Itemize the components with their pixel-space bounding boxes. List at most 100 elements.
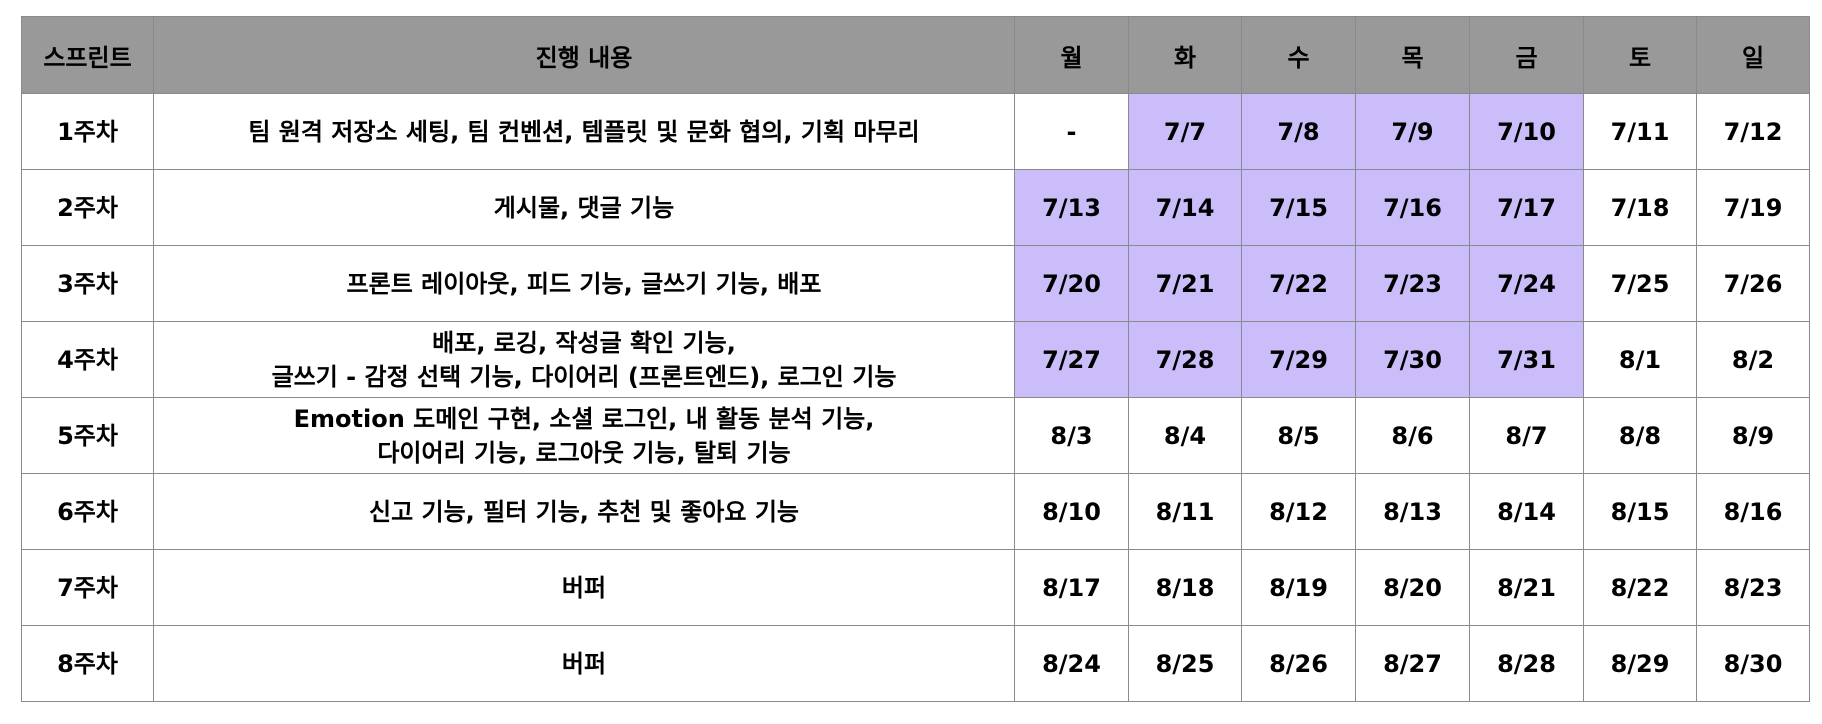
date-cell: 7/15 bbox=[1241, 169, 1356, 246]
date-cell: 7/17 bbox=[1469, 169, 1584, 246]
sprint-cell: 5주차 bbox=[21, 397, 154, 474]
header-sprint: 스프린트 bbox=[21, 16, 154, 94]
date-cell: 8/28 bbox=[1469, 625, 1584, 702]
content-line: 게시물, 댓글 기능 bbox=[493, 193, 675, 222]
date-cell: 8/13 bbox=[1355, 473, 1470, 550]
date-cell: 7/12 bbox=[1696, 93, 1810, 170]
table-row: 7주차 버퍼 8/17 8/18 8/19 8/20 8/21 8/22 8/2… bbox=[21, 549, 1810, 626]
date-cell: 7/25 bbox=[1583, 245, 1697, 322]
date-cell: 8/14 bbox=[1469, 473, 1584, 550]
header-thu: 목 bbox=[1355, 16, 1470, 94]
date-cell: 8/16 bbox=[1696, 473, 1810, 550]
date-cell: 7/19 bbox=[1696, 169, 1810, 246]
header-sun: 일 bbox=[1696, 16, 1810, 94]
header-tue: 화 bbox=[1128, 16, 1242, 94]
date-cell: 7/24 bbox=[1469, 245, 1584, 322]
date-cell: 8/19 bbox=[1241, 549, 1356, 626]
date-cell: 7/29 bbox=[1241, 321, 1356, 398]
date-cell: 8/15 bbox=[1583, 473, 1697, 550]
date-cell: 8/3 bbox=[1014, 397, 1129, 474]
content-cell: 신고 기능, 필터 기능, 추천 및 좋아요 기능 bbox=[153, 473, 1015, 550]
date-cell: 7/7 bbox=[1128, 93, 1242, 170]
date-cell: 8/20 bbox=[1355, 549, 1470, 626]
date-cell: 7/9 bbox=[1355, 93, 1470, 170]
date-cell: 8/12 bbox=[1241, 473, 1356, 550]
date-cell: 7/8 bbox=[1241, 93, 1356, 170]
date-cell: 8/25 bbox=[1128, 625, 1242, 702]
header-wed: 수 bbox=[1241, 16, 1356, 94]
table-row: 1주차 팀 원격 저장소 세팅, 팀 컨벤션, 템플릿 및 문화 협의, 기획 … bbox=[21, 93, 1810, 170]
content-line: 버퍼 bbox=[561, 649, 607, 678]
content-cell: 버퍼 bbox=[153, 625, 1015, 702]
date-cell: 8/6 bbox=[1355, 397, 1470, 474]
date-cell: 7/10 bbox=[1469, 93, 1584, 170]
date-cell: 8/10 bbox=[1014, 473, 1129, 550]
sprint-cell: 7주차 bbox=[21, 549, 154, 626]
date-cell: 8/24 bbox=[1014, 625, 1129, 702]
date-cell: 8/8 bbox=[1583, 397, 1697, 474]
sprint-cell: 1주차 bbox=[21, 93, 154, 170]
date-cell: 8/30 bbox=[1696, 625, 1810, 702]
table-row: 4주차 배포, 로깅, 작성글 확인 기능, 글쓰기 - 감정 선택 기능, 다… bbox=[21, 321, 1810, 398]
date-cell: 8/9 bbox=[1696, 397, 1810, 474]
sprint-cell: 6주차 bbox=[21, 473, 154, 550]
header-fri: 금 bbox=[1469, 16, 1584, 94]
date-cell: 7/14 bbox=[1128, 169, 1242, 246]
date-cell: 7/22 bbox=[1241, 245, 1356, 322]
sprint-cell: 8주차 bbox=[21, 625, 154, 702]
content-line: 팀 원격 저장소 세팅, 팀 컨벤션, 템플릿 및 문화 협의, 기획 마무리 bbox=[248, 117, 920, 146]
header-content: 진행 내용 bbox=[153, 16, 1015, 94]
date-cell: 7/11 bbox=[1583, 93, 1697, 170]
content-line: 다이어리 기능, 로그아웃 기능, 탈퇴 기능 bbox=[377, 438, 791, 467]
date-cell: 7/28 bbox=[1128, 321, 1242, 398]
date-cell: 7/31 bbox=[1469, 321, 1584, 398]
content-cell: 게시물, 댓글 기능 bbox=[153, 169, 1015, 246]
date-cell: 8/1 bbox=[1583, 321, 1697, 398]
content-line: Emotion 도메인 구현, 소셜 로그인, 내 활동 분석 기능, bbox=[293, 404, 875, 433]
date-cell: 8/23 bbox=[1696, 549, 1810, 626]
content-line: 신고 기능, 필터 기능, 추천 및 좋아요 기능 bbox=[368, 497, 799, 526]
content-line: 버퍼 bbox=[561, 573, 607, 602]
header-row: 스프린트 진행 내용 월 화 수 목 금 토 일 bbox=[21, 16, 1810, 94]
date-cell: 8/2 bbox=[1696, 321, 1810, 398]
date-cell: 8/17 bbox=[1014, 549, 1129, 626]
sprint-cell: 3주차 bbox=[21, 245, 154, 322]
content-cell: 버퍼 bbox=[153, 549, 1015, 626]
header-sat: 토 bbox=[1583, 16, 1697, 94]
header-mon: 월 bbox=[1014, 16, 1129, 94]
date-cell: - bbox=[1014, 93, 1129, 170]
sprint-schedule-table: 스프린트 진행 내용 월 화 수 목 금 토 일 1주차 팀 원격 저장소 세팅… bbox=[21, 16, 1810, 702]
date-cell: 7/21 bbox=[1128, 245, 1242, 322]
date-cell: 8/18 bbox=[1128, 549, 1242, 626]
date-cell: 8/7 bbox=[1469, 397, 1584, 474]
date-cell: 8/21 bbox=[1469, 549, 1584, 626]
content-line: 프론트 레이아웃, 피드 기능, 글쓰기 기능, 배포 bbox=[346, 269, 822, 298]
content-cell: 팀 원격 저장소 세팅, 팀 컨벤션, 템플릿 및 문화 협의, 기획 마무리 bbox=[153, 93, 1015, 170]
date-cell: 7/26 bbox=[1696, 245, 1810, 322]
content-cell: 배포, 로깅, 작성글 확인 기능, 글쓰기 - 감정 선택 기능, 다이어리 … bbox=[153, 321, 1015, 398]
table-row: 3주차 프론트 레이아웃, 피드 기능, 글쓰기 기능, 배포 7/20 7/2… bbox=[21, 245, 1810, 322]
table-row: 5주차 Emotion 도메인 구현, 소셜 로그인, 내 활동 분석 기능, … bbox=[21, 397, 1810, 474]
content-line: 배포, 로깅, 작성글 확인 기능, bbox=[432, 328, 736, 357]
date-cell: 8/11 bbox=[1128, 473, 1242, 550]
table-row: 2주차 게시물, 댓글 기능 7/13 7/14 7/15 7/16 7/17 … bbox=[21, 169, 1810, 246]
content-cell: Emotion 도메인 구현, 소셜 로그인, 내 활동 분석 기능, 다이어리… bbox=[153, 397, 1015, 474]
date-cell: 7/18 bbox=[1583, 169, 1697, 246]
date-cell: 7/13 bbox=[1014, 169, 1129, 246]
date-cell: 7/20 bbox=[1014, 245, 1129, 322]
content-cell: 프론트 레이아웃, 피드 기능, 글쓰기 기능, 배포 bbox=[153, 245, 1015, 322]
date-cell: 8/27 bbox=[1355, 625, 1470, 702]
date-cell: 7/30 bbox=[1355, 321, 1470, 398]
date-cell: 8/4 bbox=[1128, 397, 1242, 474]
date-cell: 8/22 bbox=[1583, 549, 1697, 626]
table-row: 6주차 신고 기능, 필터 기능, 추천 및 좋아요 기능 8/10 8/11 … bbox=[21, 473, 1810, 550]
date-cell: 7/23 bbox=[1355, 245, 1470, 322]
table-row: 8주차 버퍼 8/24 8/25 8/26 8/27 8/28 8/29 8/3… bbox=[21, 625, 1810, 702]
date-cell: 7/27 bbox=[1014, 321, 1129, 398]
content-line: 글쓰기 - 감정 선택 기능, 다이어리 (프론트엔드), 로그인 기능 bbox=[271, 362, 897, 391]
date-cell: 7/16 bbox=[1355, 169, 1470, 246]
date-cell: 8/26 bbox=[1241, 625, 1356, 702]
date-cell: 8/29 bbox=[1583, 625, 1697, 702]
sprint-cell: 2주차 bbox=[21, 169, 154, 246]
sprint-cell: 4주차 bbox=[21, 321, 154, 398]
